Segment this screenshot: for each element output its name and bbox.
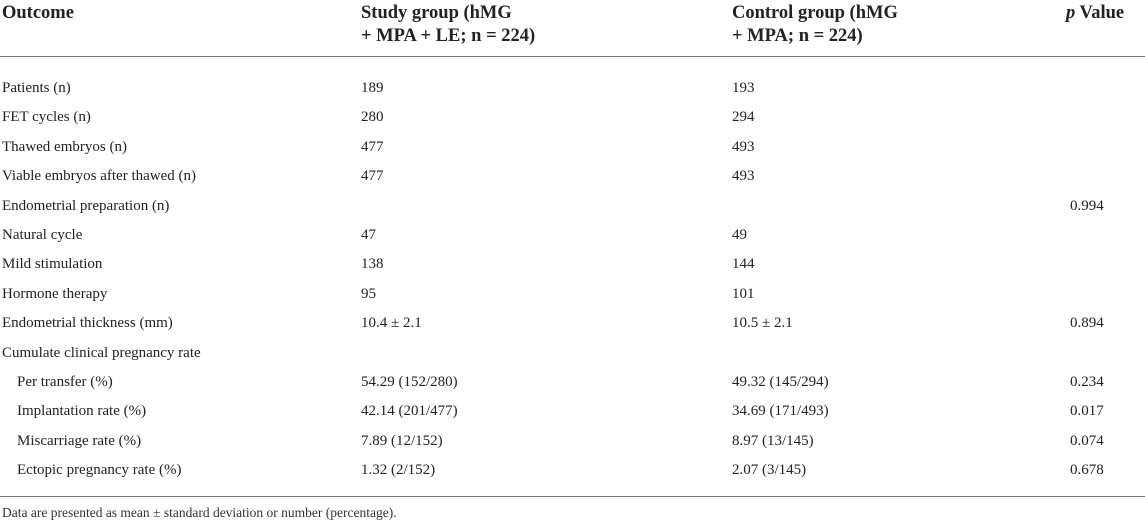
study-value: 95 [361,285,376,302]
table-row: Natural cycle 47 49 [0,221,1145,250]
header-outcome: Outcome [2,3,74,23]
outcome-table: Outcome Study group (hMG + MPA + LE; n =… [0,0,1145,485]
row-label: Endometrial preparation (n) [2,197,170,214]
row-label: Implantation rate (%) [17,403,147,420]
header-study-line1: Study group (hMG [361,3,512,23]
p-value: 0.074 [1070,432,1104,449]
control-value: 101 [732,285,755,302]
row-label: Ectopic pregnancy rate (%) [17,462,182,479]
header-study-line2: + MPA + LE; n = 224) [361,26,536,46]
table-bottom-rule [0,496,1145,497]
control-value: 10.5 ± 2.1 [732,315,793,332]
table-row: Miscarriage rate (%) 7.89 (12/152) 8.97 … [0,427,1145,456]
row-label: FET cycles (n) [2,109,91,126]
p-value: 0.234 [1070,373,1104,390]
control-value: 49.32 (145/294) [732,373,829,390]
header-p-value: p Value [1066,2,1124,25]
table-row: Hormone therapy 95 101 [0,280,1145,309]
table-row: Implantation rate (%) 42.14 (201/477) 34… [0,397,1145,426]
header-p-rest: Value [1075,3,1125,23]
table-header: Outcome Study group (hMG + MPA + LE; n =… [0,0,1145,57]
header-control-line1: Control group (hMG [732,3,898,23]
row-label: Viable embryos after thawed (n) [2,168,197,185]
row-label: Hormone therapy [2,285,108,302]
control-value: 8.97 (13/145) [732,432,814,449]
control-value: 49 [732,226,747,243]
table-row: Mild stimulation 138 144 [0,250,1145,279]
control-value: 493 [732,168,755,185]
study-value: 138 [361,256,384,273]
study-value: 477 [361,138,384,155]
p-value: 0.994 [1070,197,1104,214]
table-row: FET cycles (n) 280 294 [0,103,1145,132]
control-value: 193 [732,80,755,96]
row-label: Per transfer (%) [17,373,113,390]
p-value: 0.894 [1070,315,1104,332]
table-row: Cumulate clinical pregnancy rate [0,339,1145,368]
table-row: Endometrial thickness (mm) 10.4 ± 2.1 10… [0,309,1145,338]
row-label: Miscarriage rate (%) [17,432,142,449]
control-value: 144 [732,256,755,273]
table-row: Thawed embryos (n) 477 493 [0,133,1145,162]
study-value: 54.29 (152/280) [361,373,458,390]
study-value: 1.32 (2/152) [361,462,436,479]
study-value: 477 [361,168,384,185]
row-label: Cumulate clinical pregnancy rate [2,344,201,361]
table-row: Per transfer (%) 54.29 (152/280) 49.32 (… [0,368,1145,397]
table-body: Patients (n) 189 193 FET cycles (n) 280 … [0,57,1145,485]
control-value: 493 [732,138,755,155]
study-value: 42.14 (201/477) [361,403,458,420]
study-value: 47 [361,226,376,243]
row-label: Mild stimulation [2,256,103,273]
control-value: 294 [732,109,755,126]
row-label: Natural cycle [2,226,83,243]
table-footnote: Data are presented as mean ± standard de… [2,505,397,520]
study-value: 10.4 ± 2.1 [361,315,422,332]
header-p-italic: p [1066,3,1076,23]
row-label: Endometrial thickness (mm) [2,315,173,332]
row-label: Thawed embryos (n) [2,138,127,155]
header-study-group: Study group (hMG + MPA + LE; n = 224) [361,2,681,48]
p-value: 0.017 [1070,403,1104,420]
control-value: 2.07 (3/145) [732,462,807,479]
study-value: 280 [361,109,384,126]
p-value: 0.678 [1070,462,1104,479]
table-row: Ectopic pregnancy rate (%) 1.32 (2/152) … [0,456,1145,485]
study-value: 189 [361,80,384,96]
study-value: 7.89 (12/152) [361,432,443,449]
control-value: 34.69 (171/493) [732,403,829,420]
table-row: Patients (n) 189 193 [0,74,1145,103]
header-control-line2: + MPA; n = 224) [732,26,863,46]
table-row: Endometrial preparation (n) 0.994 [0,192,1145,221]
table-row: Viable embryos after thawed (n) 477 493 [0,162,1145,191]
header-control-group: Control group (hMG + MPA; n = 224) [732,2,1052,48]
row-label: Patients (n) [2,80,71,96]
